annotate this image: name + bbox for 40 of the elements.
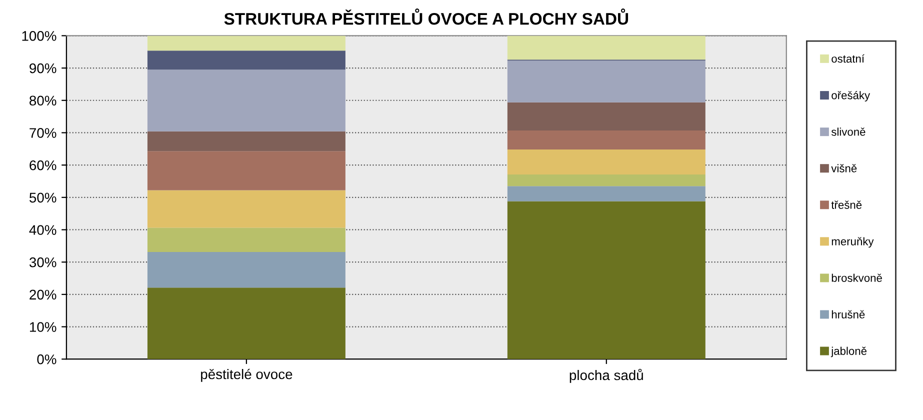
legend-label: hrušně xyxy=(832,310,865,318)
y-tick-label: 70% xyxy=(30,128,56,138)
y-tick-label: 100% xyxy=(22,31,56,41)
bar xyxy=(507,150,706,174)
y-tick-label: 80% xyxy=(30,96,56,106)
y-tick-label: 0% xyxy=(37,354,56,364)
legend-label: višně xyxy=(831,164,857,172)
legend-label: ostatní xyxy=(832,54,864,63)
bar xyxy=(147,131,346,152)
legend-label: třešně xyxy=(831,200,862,209)
y-tick-label: 10% xyxy=(30,322,56,332)
bar xyxy=(507,60,706,102)
bar xyxy=(147,252,346,288)
bar xyxy=(507,102,706,130)
bar xyxy=(147,50,346,70)
bar xyxy=(147,288,346,360)
legend-label: meruňky xyxy=(832,237,874,248)
legend-label: slivoně xyxy=(831,128,866,136)
y-tick-label: 50% xyxy=(29,192,56,203)
y-tick-label: 30% xyxy=(29,257,56,268)
bar xyxy=(147,228,346,252)
y-tick-label: 60% xyxy=(30,160,56,170)
bar xyxy=(507,130,706,150)
bar xyxy=(507,186,706,202)
bar xyxy=(147,151,346,190)
legend-label: jabloně xyxy=(830,346,867,358)
y-tick-label: 40% xyxy=(29,225,56,235)
bar xyxy=(507,201,706,360)
y-tick-label: 90% xyxy=(30,63,56,74)
legend-label: broskvoně xyxy=(832,274,882,282)
legend-label: ořešáky xyxy=(832,90,870,102)
bar xyxy=(147,36,346,51)
chart-title: STRUKTURA PĚSTITELŮ OVOCE A PLOCHY SADŮ xyxy=(224,8,628,25)
x-tick-label: plocha sadů xyxy=(570,368,643,383)
bar xyxy=(507,174,706,186)
bar xyxy=(147,190,346,228)
x-tick-label: pěstitelé ovoce xyxy=(201,368,292,382)
bar xyxy=(507,36,706,60)
bar xyxy=(147,70,346,132)
y-tick-label: 20% xyxy=(30,290,56,300)
